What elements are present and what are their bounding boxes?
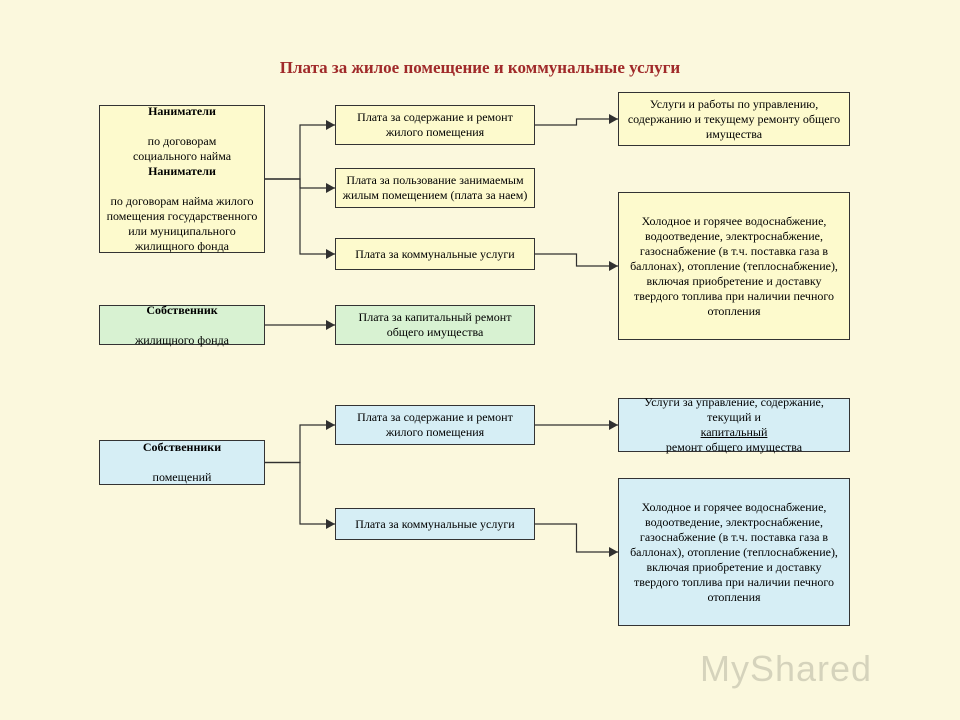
node-svc_util2: Холодное и горячее водоснабжение, водоот… [618,478,850,626]
watermark: MyShared [700,648,872,690]
node-svc_mgmt2: Услуги за управление, содержание, текущи… [618,398,850,452]
node-fee_caprep: Плата за капитальный ремонт общего имуще… [335,305,535,345]
node-owners: Собственникипомещений [99,440,265,485]
diagram-title: Плата за жилое помещение и коммунальные … [0,58,960,78]
node-fee_use: Плата за пользование занимаемым жилым по… [335,168,535,208]
node-fee_util: Плата за коммунальные услуги [335,238,535,270]
node-fee_maint: Плата за содержание и ремонт жилого поме… [335,105,535,145]
node-owner_fund: Собственникжилищного фонда [99,305,265,345]
node-fee_util2: Плата за коммунальные услуги [335,508,535,540]
node-svc_mgmt: Услуги и работы по управлению, содержани… [618,92,850,146]
node-svc_util: Холодное и горячее водоснабжение, водоот… [618,192,850,340]
node-tenants: Нанимателипо договорамсоциального наймаН… [99,105,265,253]
node-fee_maint2: Плата за содержание и ремонт жилого поме… [335,405,535,445]
